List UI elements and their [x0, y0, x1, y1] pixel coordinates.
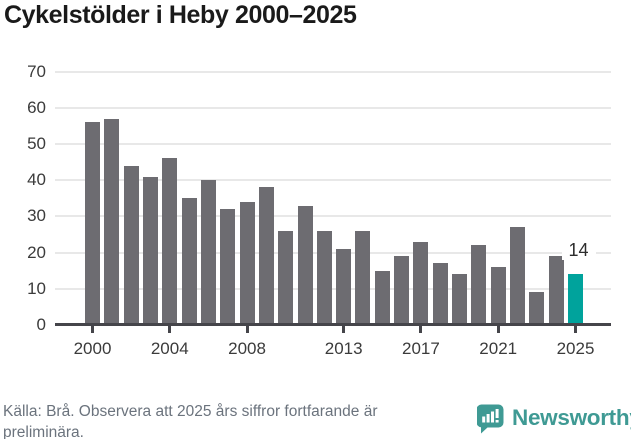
bar-2025 [568, 274, 583, 325]
x-axis-tick-2017 [419, 325, 423, 333]
bar-2000 [85, 122, 100, 325]
bar-2018 [432, 263, 448, 325]
y-axis-label-20: 20 [27, 242, 46, 262]
bar-2022 [510, 227, 526, 325]
y-axis-label-70: 70 [27, 61, 46, 81]
bar-2010 [278, 230, 294, 325]
x-axis-label-2013: 2013 [324, 339, 363, 358]
x-axis-label-2017: 2017 [402, 339, 440, 358]
x-axis-label-2021: 2021 [479, 339, 518, 358]
bar-2019 [452, 274, 468, 325]
x-axis-tick-2000 [91, 325, 94, 333]
x-axis-line [55, 322, 611, 326]
y-axis-label-40: 40 [27, 170, 46, 190]
newsworthy-wordmark: Newsworthy [512, 405, 631, 430]
bar-2005 [181, 198, 197, 325]
y-gridline-60 [55, 106, 611, 109]
source-note: Källa: Brå. Observera att 2025 års siffr… [3, 403, 378, 439]
x-axis-tick-2025 [574, 325, 577, 333]
bar-2017 [413, 241, 429, 325]
bar-2014 [355, 230, 371, 325]
bar-2008 [239, 201, 255, 325]
bar-2011 [297, 205, 313, 325]
bar-2024 [548, 256, 564, 325]
bar-2020 [471, 245, 487, 325]
x-axis-label-2004: 2004 [150, 339, 189, 358]
bar-2023 [529, 292, 545, 325]
y-gridline-50 [55, 143, 611, 145]
y-gridline-20 [55, 251, 611, 254]
x-axis-label-2008: 2008 [228, 339, 266, 358]
x-axis-label-2025: 2025 [556, 339, 595, 358]
y-axis-label-60: 60 [27, 97, 46, 117]
y-gridline-10 [55, 287, 611, 290]
x-axis-tick-2008 [245, 325, 249, 333]
bar-2001 [104, 118, 120, 325]
y-axis-label-0: 0 [36, 315, 46, 334]
bar-2009 [258, 187, 274, 325]
y-gridline-30 [55, 215, 611, 218]
bar-2015 [374, 270, 390, 325]
bar-2012 [316, 230, 332, 325]
chart-title: Cykelstölder i Heby 2000–2025 [4, 1, 357, 29]
x-axis-tick-2004 [168, 325, 172, 333]
bar-2007 [220, 209, 236, 325]
bar-2021 [490, 267, 506, 325]
y-axis-label-50: 50 [27, 134, 46, 153]
bar-2002 [123, 165, 139, 325]
bar-2003 [142, 176, 158, 325]
bar-2013 [336, 248, 352, 325]
bar-2016 [394, 256, 410, 325]
bar-2004 [162, 158, 178, 325]
x-axis-tick-2021 [496, 325, 500, 333]
y-gridline-40 [55, 179, 611, 182]
newsworthy-logo: Newsworthy [477, 404, 631, 434]
y-gridline-70 [55, 70, 611, 73]
y-axis-label-10: 10 [27, 278, 46, 298]
bar-2006 [200, 180, 216, 325]
bar-value-label-2025: 14 [561, 241, 596, 261]
x-axis-tick-2013 [342, 325, 346, 333]
y-axis-label-30: 30 [27, 206, 46, 226]
speech-bubble-bar-chart-icon [477, 404, 504, 434]
x-axis-label-2000: 2000 [73, 339, 112, 358]
